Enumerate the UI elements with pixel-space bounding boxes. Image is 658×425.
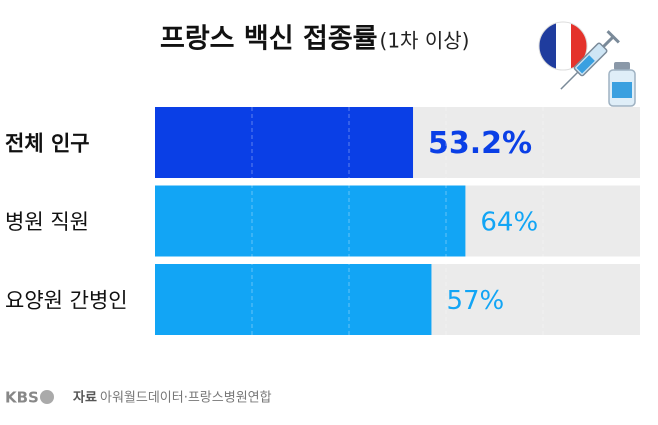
logo: KBS bbox=[5, 389, 39, 407]
vial-icon bbox=[608, 62, 636, 107]
bar bbox=[155, 107, 414, 178]
category-label: 요양원 간병인 bbox=[5, 289, 128, 313]
source: 아워월드데이터·프랑스병원연합 bbox=[100, 391, 272, 406]
category-label: 전체 인구 bbox=[5, 132, 90, 156]
logo-mark bbox=[40, 390, 54, 404]
bar bbox=[155, 185, 466, 257]
source-label: 자료 bbox=[73, 391, 97, 406]
value-label: 53.2% bbox=[428, 126, 532, 161]
bar bbox=[155, 264, 432, 335]
chart-title: 프랑스 백신 접종률 bbox=[160, 24, 378, 55]
value-label: 57% bbox=[446, 286, 504, 316]
syringe-icon bbox=[560, 30, 620, 90]
value-label: 64% bbox=[480, 208, 538, 238]
category-label: 병원 직원 bbox=[5, 210, 89, 234]
chart-subtitle: (1차 이상) bbox=[380, 29, 470, 53]
